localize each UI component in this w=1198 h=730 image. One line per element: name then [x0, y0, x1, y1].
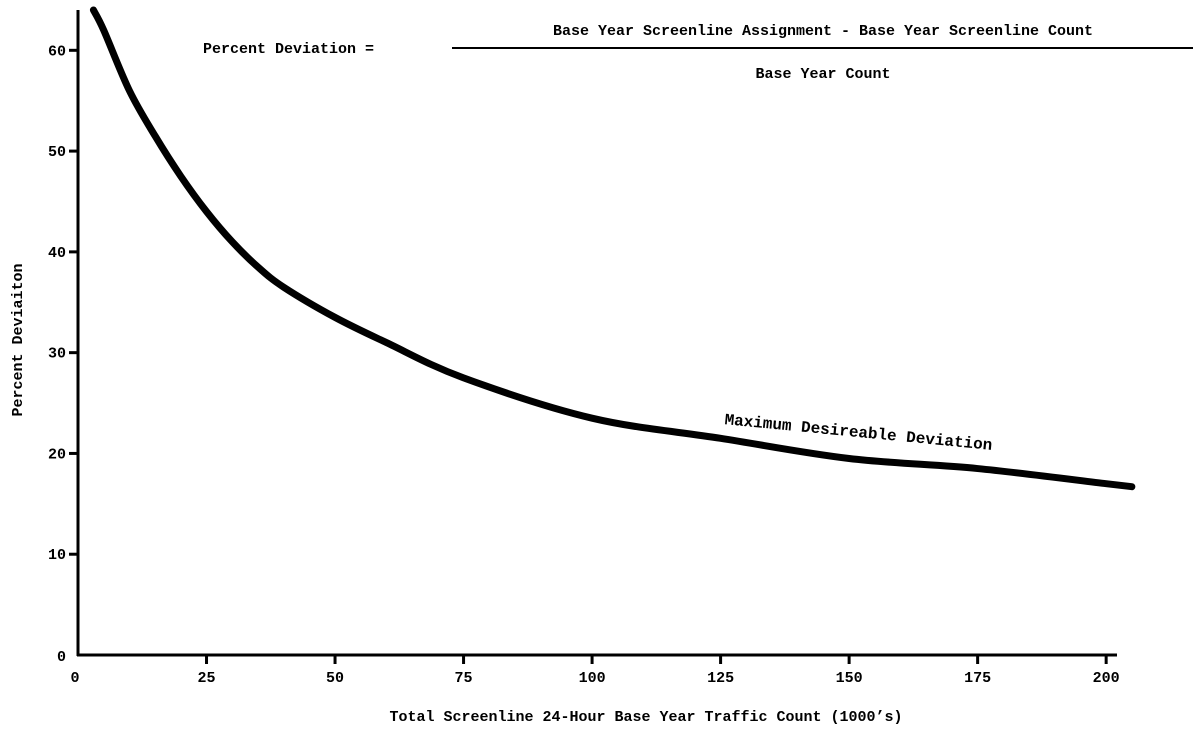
y-tick-label: 40: [48, 245, 66, 262]
x-tick-label: 125: [707, 670, 734, 687]
x-tick-label: 175: [964, 670, 991, 687]
x-tick-label: 0: [70, 670, 79, 687]
x-tick-label: 200: [1093, 670, 1120, 687]
x-tick-label: 25: [198, 670, 216, 687]
x-tick-label: 75: [455, 670, 473, 687]
ticks: 0 10 20 30 40 50 60 0 25 50 75 100 125 150 175 200: [48, 43, 1120, 687]
series-layer: [89, 6, 1136, 491]
y-tick-label: 0: [57, 649, 66, 666]
x-tick-label: 100: [579, 670, 606, 687]
formula-denominator: Base Year Count: [755, 66, 890, 83]
formula-numerator: Base Year Screenline Assignment - Base Y…: [553, 23, 1093, 40]
y-tick-label: 10: [48, 547, 66, 564]
axes: [76, 10, 1117, 657]
y-tick-label: 60: [48, 43, 66, 60]
formula-lhs: Percent Deviation =: [203, 41, 374, 58]
x-tick-label: 50: [326, 670, 344, 687]
series-line: [89, 6, 1136, 491]
x-tick-label: 150: [836, 670, 863, 687]
y-tick-label: 20: [48, 446, 66, 463]
y-axis-label: Percent Deviaiton: [10, 263, 27, 416]
y-tick-label: 30: [48, 346, 66, 363]
formula-annotation: Percent Deviation = Base Year Screenline…: [203, 23, 1193, 83]
y-tick-label: 50: [48, 144, 66, 161]
x-axis-label: Total Screenline 24-Hour Base Year Traff…: [389, 709, 902, 726]
